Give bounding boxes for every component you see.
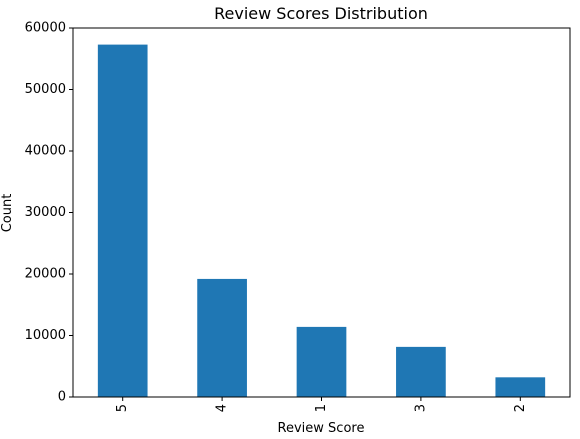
x-axis-label: Review Score (278, 421, 365, 436)
x-axis-ticks: 5 4 1 3 2 (115, 397, 528, 412)
x-tick-label: 3 (413, 404, 428, 412)
x-tick-label: 1 (314, 404, 329, 412)
y-tick-label: 60000 (25, 21, 66, 36)
plot-frame (72, 27, 571, 398)
y-axis-ticks: 0 10000 20000 30000 40000 50000 60000 (25, 21, 73, 405)
bars-group (97, 44, 546, 397)
bar-3 (396, 346, 446, 397)
chart-title: Review Scores Distribution (214, 4, 428, 23)
bar-1 (296, 326, 347, 397)
y-tick-label: 30000 (25, 205, 66, 220)
x-tick-label: 4 (215, 404, 230, 412)
bar-4 (197, 278, 247, 397)
y-tick-label: 0 (58, 390, 66, 405)
y-axis-label: Count (0, 194, 15, 233)
bar-5 (97, 44, 148, 397)
y-tick-label: 10000 (25, 328, 66, 343)
y-tick-label: 20000 (25, 267, 66, 282)
y-tick-label: 40000 (25, 144, 66, 159)
bar-2 (495, 377, 546, 397)
x-tick-label: 5 (115, 404, 130, 412)
y-tick-label: 50000 (25, 82, 66, 97)
x-tick-label: 2 (513, 404, 528, 412)
